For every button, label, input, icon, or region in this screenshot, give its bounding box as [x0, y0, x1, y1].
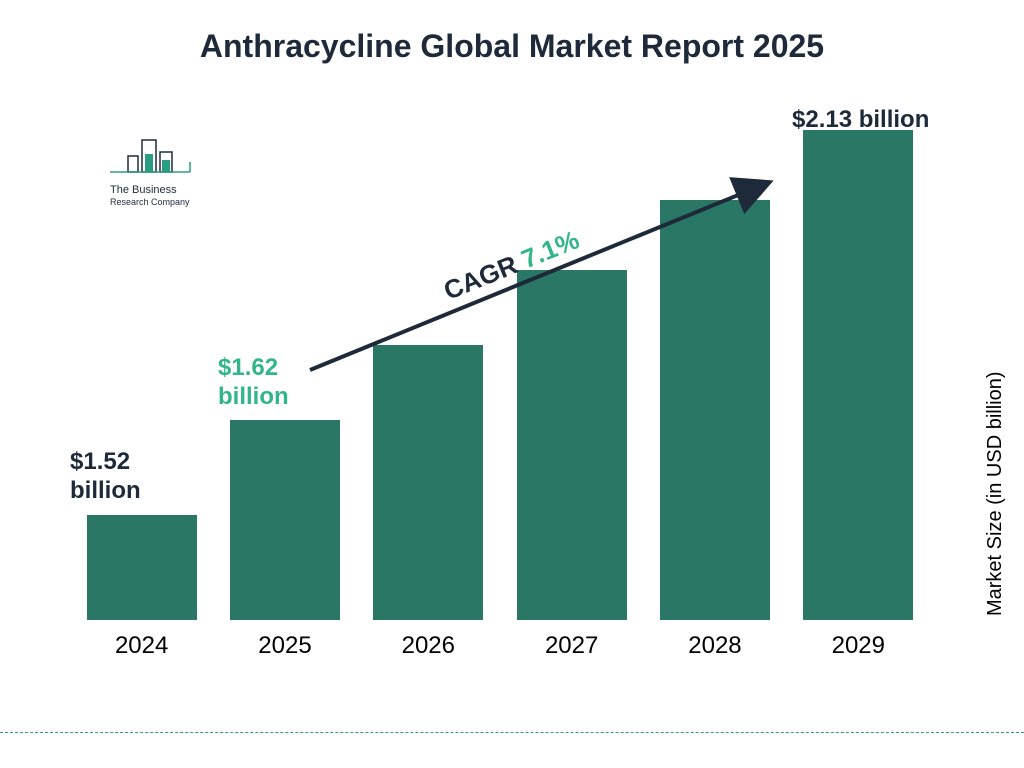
baseline-rule: [0, 732, 1024, 733]
bar: [230, 420, 340, 620]
bars-container: [70, 120, 930, 620]
bar-wrap: [793, 130, 923, 620]
bar: [803, 130, 913, 620]
x-label: 2025: [220, 632, 350, 660]
bar: [660, 200, 770, 620]
value-label: $1.52billion: [70, 448, 141, 506]
chart-area: 2024 2025 2026 2027 2028 2029: [70, 120, 930, 660]
bar: [373, 345, 483, 620]
x-axis-labels: 2024 2025 2026 2027 2028 2029: [70, 632, 930, 660]
chart-title: Anthracycline Global Market Report 2025: [0, 28, 1024, 65]
bar: [517, 270, 627, 620]
bar-wrap: [363, 345, 493, 620]
x-label: 2027: [507, 632, 637, 660]
bar: [87, 515, 197, 620]
y-axis-label: Market Size (in USD billion): [985, 372, 1008, 617]
bar-wrap: [650, 200, 780, 620]
x-label: 2024: [77, 632, 207, 660]
bar-wrap: [220, 420, 350, 620]
bar-wrap: [77, 515, 207, 620]
value-label: $2.13 billion: [792, 106, 929, 135]
bar-wrap: [507, 270, 637, 620]
x-label: 2029: [793, 632, 923, 660]
value-label: $1.62billion: [218, 354, 289, 412]
x-label: 2028: [650, 632, 780, 660]
x-label: 2026: [363, 632, 493, 660]
